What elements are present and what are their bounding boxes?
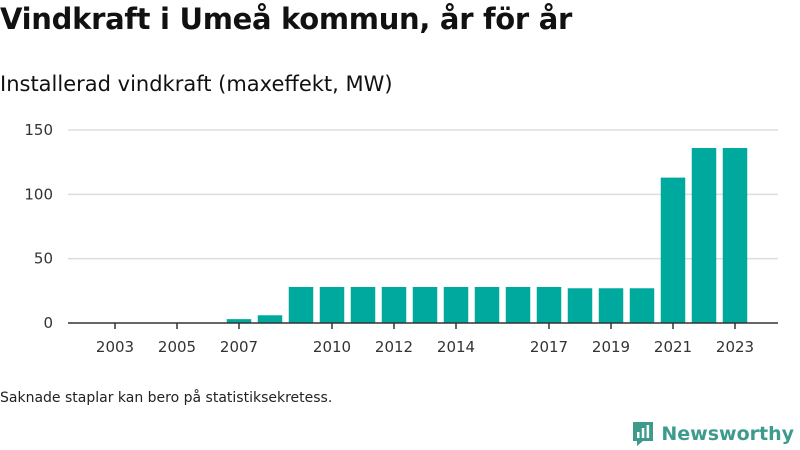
x-tick-label: 2012: [375, 338, 413, 356]
bar: [660, 177, 686, 323]
bar: [443, 286, 469, 323]
chart-subtitle: Installerad vindkraft (maxeffekt, MW): [0, 72, 393, 96]
x-tick-label: 2014: [437, 338, 475, 356]
y-tick-label: 50: [34, 250, 53, 268]
x-tick-label: 2007: [220, 338, 258, 356]
x-tick-label: 2017: [530, 338, 568, 356]
bar: [288, 286, 314, 323]
y-tick-label: 150: [24, 121, 53, 139]
bar: [536, 286, 562, 323]
bar: [598, 288, 624, 323]
brand-name: Newsworthy: [661, 423, 794, 445]
bar: [629, 288, 655, 323]
bar: [319, 286, 345, 323]
x-tick-label: 2005: [158, 338, 196, 356]
newsworthy-logo-icon: [633, 422, 654, 446]
bar: [505, 286, 531, 323]
bar: [722, 148, 748, 323]
y-tick-label: 100: [24, 185, 53, 203]
bar: [474, 286, 500, 323]
bar: [691, 148, 717, 323]
brand-logo: Newsworthy: [631, 420, 794, 448]
chart-title: Vindkraft i Umeå kommun, år för år: [0, 2, 572, 36]
bar: [567, 288, 593, 323]
x-tick-label: 2003: [96, 338, 134, 356]
bar: [226, 319, 252, 323]
footnote: Saknade staplar kan bero på statistiksek…: [0, 390, 333, 406]
bar: [257, 315, 283, 323]
bar: [350, 286, 376, 323]
y-tick-label: 0: [43, 314, 53, 332]
x-tick-label: 2010: [313, 338, 351, 356]
bar: [381, 286, 407, 323]
x-tick-label: 2023: [716, 338, 754, 356]
x-tick-label: 2019: [592, 338, 630, 356]
bar: [412, 286, 438, 323]
bar-chart: 0 50 100 150 2003 2005 2007 2010 2012 2014 2017 201…: [24, 121, 778, 356]
x-tick-label: 2021: [654, 338, 692, 356]
